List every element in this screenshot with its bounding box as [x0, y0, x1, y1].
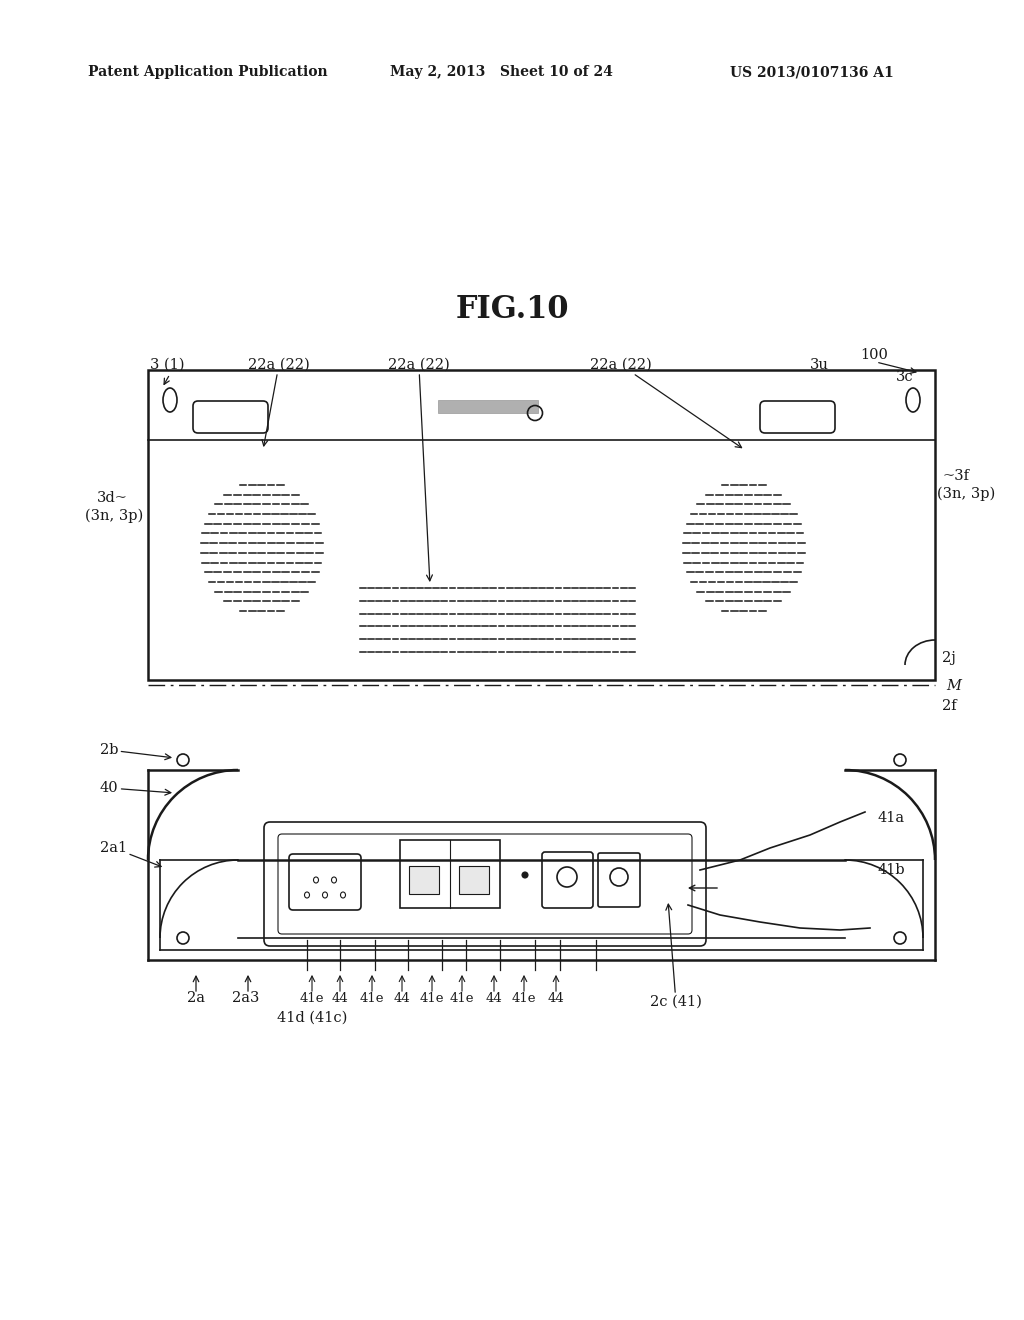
Text: 2a1: 2a1: [100, 841, 161, 867]
Text: 44: 44: [548, 993, 564, 1005]
Text: 3u: 3u: [810, 358, 828, 372]
Text: 44: 44: [393, 993, 411, 1005]
Text: FIG.10: FIG.10: [456, 294, 568, 326]
Text: 41e: 41e: [359, 993, 384, 1005]
Text: 41d (41c): 41d (41c): [276, 1011, 347, 1026]
Text: US 2013/0107136 A1: US 2013/0107136 A1: [730, 65, 894, 79]
Text: 41e: 41e: [450, 993, 474, 1005]
Text: (3n, 3p): (3n, 3p): [937, 487, 995, 502]
Bar: [409, 866, 439, 894]
Text: 3 (1): 3 (1): [150, 358, 184, 372]
Text: 22a (22): 22a (22): [248, 358, 309, 446]
Text: ~3f: ~3f: [942, 469, 969, 483]
Text: 41e: 41e: [300, 993, 325, 1005]
Text: 41e: 41e: [420, 993, 444, 1005]
Text: May 2, 2013   Sheet 10 of 24: May 2, 2013 Sheet 10 of 24: [390, 65, 613, 79]
Text: 44: 44: [332, 993, 348, 1005]
Text: 41e: 41e: [512, 993, 537, 1005]
Text: 2c (41): 2c (41): [650, 904, 701, 1008]
Bar: [438, 400, 538, 413]
Text: 41a: 41a: [878, 810, 905, 825]
Text: 44: 44: [485, 993, 503, 1005]
Text: 100: 100: [860, 348, 888, 362]
Bar: [148, 370, 935, 680]
Ellipse shape: [522, 873, 528, 878]
Text: 22a (22): 22a (22): [388, 358, 450, 581]
Bar: [400, 840, 500, 908]
Text: M: M: [946, 678, 961, 693]
Text: 41b: 41b: [878, 863, 905, 876]
Text: 3d~: 3d~: [97, 491, 128, 506]
Text: Patent Application Publication: Patent Application Publication: [88, 65, 328, 79]
Text: 2a3: 2a3: [232, 991, 260, 1005]
Text: 3c: 3c: [896, 370, 913, 384]
Text: 2f: 2f: [942, 700, 956, 713]
Text: 40: 40: [100, 781, 171, 795]
Text: (3n, 3p): (3n, 3p): [85, 508, 143, 523]
Text: 2a: 2a: [187, 991, 205, 1005]
Text: 22a (22): 22a (22): [590, 358, 741, 447]
Text: 2b: 2b: [100, 743, 171, 760]
Text: 2j: 2j: [942, 651, 955, 665]
Bar: [459, 866, 489, 894]
